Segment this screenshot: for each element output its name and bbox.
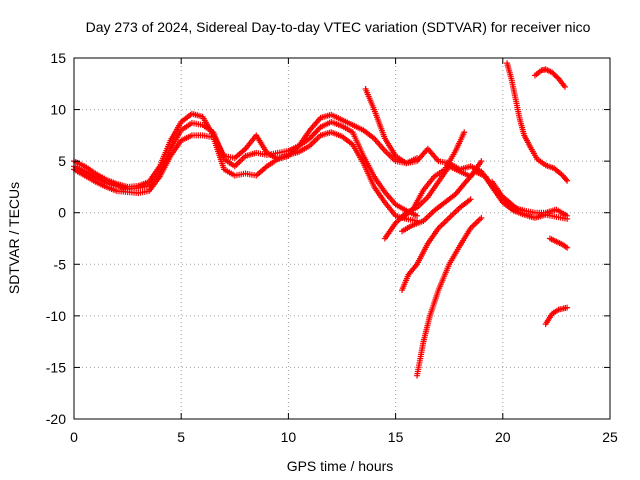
data-point (564, 177, 571, 184)
x-tick-label: 25 (602, 429, 618, 445)
series-arc-rising-d (399, 196, 474, 294)
data-point (478, 214, 485, 221)
x-tick-label: 10 (281, 429, 297, 445)
series-arc-right-mid (489, 178, 571, 219)
plot-frame (73, 57, 611, 420)
data-point (561, 83, 568, 90)
x-tick-label: 15 (388, 429, 404, 445)
data-point (564, 304, 571, 311)
data-point (564, 212, 571, 219)
data-point (467, 196, 474, 203)
y-tick-label: 5 (58, 153, 66, 169)
y-tick-label: -20 (46, 411, 66, 427)
series-arc-right-low (542, 304, 571, 328)
data-point (478, 158, 485, 165)
y-tick-label: 10 (50, 102, 66, 118)
y-tick-label: -5 (54, 256, 67, 272)
data-point (564, 244, 571, 251)
series-arc-rising-b (399, 129, 468, 221)
series-arc-rising-e (414, 214, 485, 379)
y-tick-label: -10 (46, 308, 66, 324)
grid-layer (74, 58, 610, 419)
y-tick-label: -15 (46, 359, 66, 375)
x-tick-label: 20 (495, 429, 511, 445)
series-arc-steep (504, 60, 571, 184)
series-arc-right-small (546, 235, 571, 251)
data-point (461, 129, 468, 136)
y-axis-label: SDTVAR / TECUs (6, 182, 22, 294)
marks-layer (71, 60, 571, 379)
chart-title: Day 273 of 2024, Sidereal Day-to-day VTE… (86, 19, 591, 35)
x-axis-label: GPS time / hours (287, 458, 394, 474)
data-point (414, 212, 421, 219)
y-tick-label: 0 (58, 205, 66, 221)
ticks-layer: 0 5 10 15 20 25 -20 -15 -10 -5 0 5 10 15 (46, 50, 618, 445)
series-arc-main-upper (71, 110, 421, 190)
data-point (563, 176, 570, 183)
y-tick-label: 15 (50, 50, 66, 66)
x-tick-label: 0 (70, 429, 78, 445)
series-arc-top-right (531, 66, 568, 90)
x-tick-label: 5 (177, 429, 185, 445)
series-arc-main-lower (71, 129, 421, 224)
